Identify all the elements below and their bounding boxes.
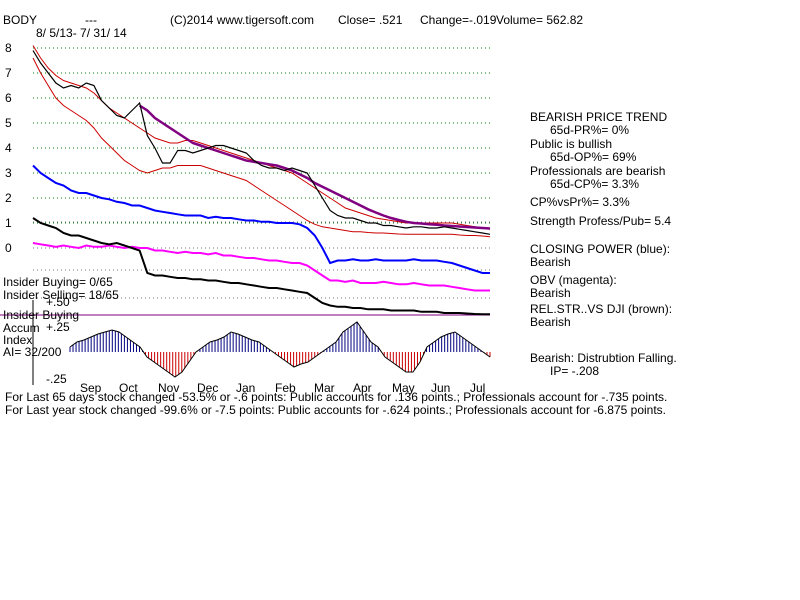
y-tick-label: 2 (5, 191, 12, 205)
y-tick-label: 1 (5, 216, 12, 230)
month-label: Sep (80, 381, 102, 395)
distribution-block: Bearish: Distrubtion Falling. IP= -.208 (530, 352, 677, 378)
side-panel: BEARISH PRICE TREND 65d-PR%= 0% (530, 111, 667, 137)
accum-line (69, 321, 491, 378)
ip-value: IP= -.208 (550, 364, 600, 378)
chart-series (32, 50, 491, 316)
obv-line (32, 242, 490, 292)
relstr-label: REL.STR..VS DJI (brown): (530, 302, 673, 316)
lower-band-line (32, 57, 491, 238)
month-label: Mar (314, 381, 335, 395)
month-label: Jul (470, 381, 485, 395)
obv-value: Bearish (530, 286, 571, 300)
month-label: May (392, 381, 415, 395)
ai-title-1: Insider Buying (3, 308, 80, 322)
month-label: Feb (275, 381, 296, 395)
footer-last-year: For Last year stock changed -99.6% or -7… (5, 403, 667, 417)
chart-grid (0, 47, 490, 385)
month-label: Nov (158, 381, 179, 395)
volume-value: Volume= 562.82 (496, 13, 584, 27)
y-tick-label: 7 (5, 66, 12, 80)
insider-selling: Insider Selling= 18/65 (3, 288, 119, 302)
month-label: Apr (353, 381, 372, 395)
relstr-block: REL.STR..VS DJI (brown): Bearish (530, 303, 672, 329)
public-block: Public is bullish 65d-OP%= 69% (530, 138, 636, 164)
symbol-label: BODY (3, 13, 38, 27)
relstr-line (32, 217, 490, 316)
ai-value: AI= 32/200 (3, 345, 62, 359)
month-label: Jun (431, 381, 450, 395)
month-label: Dec (197, 381, 218, 395)
close-value: Close= .521 (338, 13, 403, 27)
date-range: 8/ 5/13- 7/ 31/ 14 (36, 26, 127, 40)
pros-label: Professionals are bearish (530, 164, 666, 178)
ai-title-2: Accum (3, 321, 40, 335)
header-dashes: --- (85, 13, 97, 27)
public-label: Public is bullish (530, 137, 613, 151)
obv-label: OBV (magenta): (530, 273, 617, 287)
y-tick-label: 5 (5, 116, 12, 130)
month-labels: Sep Oct Nov Dec Jan Feb Mar Apr May Jun Jul (80, 381, 485, 395)
obv-block: OBV (magenta): Bearish (530, 274, 617, 300)
trend-label: BEARISH PRICE TREND (530, 110, 668, 124)
y-tick-labels: 8 7 6 5 4 3 2 1 0 (5, 41, 12, 255)
accum-index-histogram (69, 321, 491, 378)
month-label: Jan (236, 381, 255, 395)
insider-buying: Insider Buying= 0/65 (3, 275, 113, 289)
footer-65-days: For Last 65 days stock changed -53.5% or… (5, 390, 668, 404)
y-tick-label: 6 (5, 91, 12, 105)
op-value: 65d-OP%= 69% (550, 150, 637, 164)
closing-power-value: Bearish (530, 255, 571, 269)
closing-power-label: CLOSING POWER (blue): (530, 242, 671, 256)
distribution-label: Bearish: Distrubtion Falling. (530, 351, 677, 365)
moving-average-line (138, 104, 491, 230)
cp-value: 65d-CP%= 3.3% (550, 177, 640, 191)
month-label: Oct (119, 381, 138, 395)
y-tick-label: 8 (5, 41, 12, 55)
price-line (32, 50, 491, 235)
change-value: Change=-.019 (420, 13, 497, 27)
y-tick-label: 4 (5, 141, 12, 155)
accum-tick-m25: -.25 (46, 372, 67, 386)
pros-block: Professionals are bearish 65d-CP%= 3.3% (530, 165, 665, 191)
y-tick-label: 0 (5, 241, 12, 255)
accum-tick-p25: +.25 (46, 320, 70, 334)
strength-value: Strength Profess/Pub= 5.4 (530, 214, 672, 228)
ai-title-3: Index (3, 333, 33, 347)
y-tick-label: 3 (5, 166, 12, 180)
closing-power-block: CLOSING POWER (blue): Bearish (530, 243, 670, 269)
cpvspr-value: CP%vsPr%= 3.3% (530, 195, 630, 209)
pr-value: 65d-PR%= 0% (550, 123, 630, 137)
price-bands (32, 45, 491, 238)
copyright-label: (C)2014 www.tigersoft.com (170, 13, 315, 27)
relstr-value: Bearish (530, 315, 571, 329)
accum-tick-p50: +.50 (46, 295, 70, 309)
closing-power-line (32, 164, 490, 274)
